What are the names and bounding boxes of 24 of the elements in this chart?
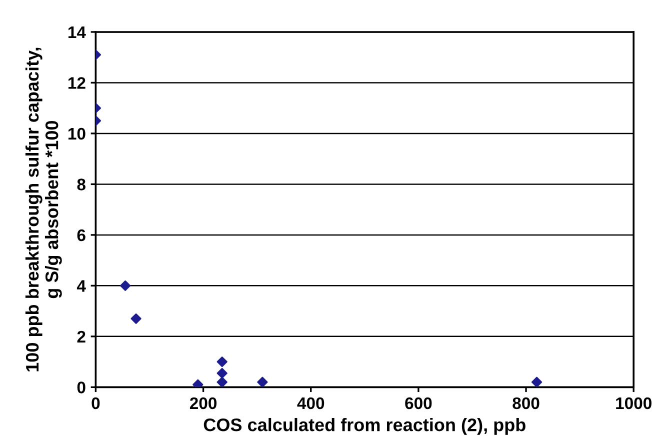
x-tick-label: 400 xyxy=(297,397,324,410)
x-tick-label: 800 xyxy=(512,397,540,410)
x-tick-label: 0 xyxy=(92,397,100,410)
y-tick-label: 2 xyxy=(77,330,86,342)
y-tick-label: 8 xyxy=(77,178,86,190)
x-tick-label: 200 xyxy=(190,397,216,410)
y-tick-label: 4 xyxy=(76,280,86,292)
point xyxy=(216,368,228,379)
point xyxy=(120,280,131,291)
point xyxy=(216,376,228,388)
y-tick-label: 10 xyxy=(68,128,86,140)
point xyxy=(130,313,142,324)
y-tick-label: 0 xyxy=(77,382,86,394)
x-axis-title: COS calculated from reaction (2), ppb xyxy=(204,418,526,435)
point xyxy=(257,376,268,388)
x-tick-label: 600 xyxy=(405,397,432,410)
y-axis-title: 100 ppb breakthrough sulfur capacity, g S/g absorbent *100 xyxy=(25,48,62,372)
y-tick-label: 14 xyxy=(68,26,86,38)
x-tick-label: 1000 xyxy=(616,397,652,410)
y-tick-label: 6 xyxy=(77,229,86,242)
point xyxy=(216,356,228,368)
point xyxy=(531,376,542,388)
point xyxy=(192,379,204,388)
y-tick-label: 12 xyxy=(68,77,86,89)
